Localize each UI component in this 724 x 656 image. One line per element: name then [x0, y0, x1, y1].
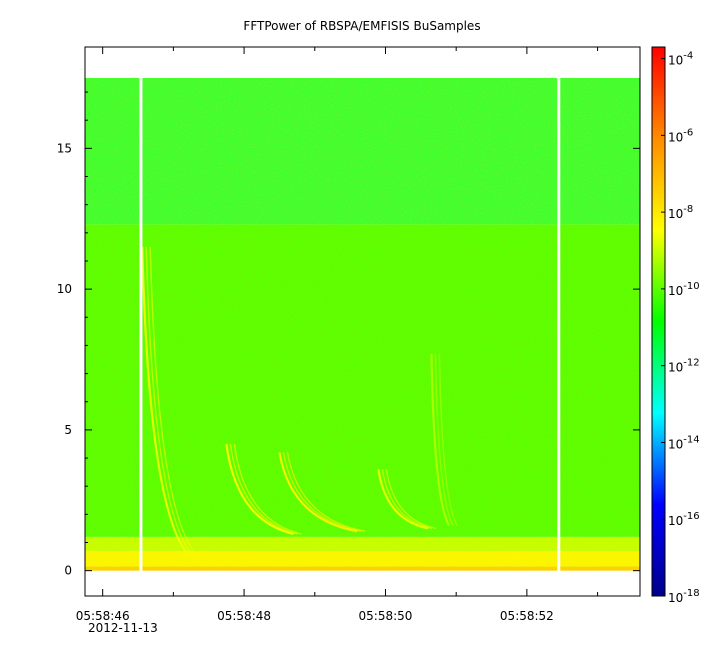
chorus-4-trace [381, 469, 433, 530]
plot-area [84, 46, 641, 597]
chorus-3-trace [278, 452, 358, 533]
chorus-1-trace [141, 246, 189, 555]
chorus-4-trace [377, 469, 429, 530]
colorbar-tick-label: 10-18 [668, 588, 700, 605]
colorbar-tick-label: 10-16 [668, 511, 700, 528]
x-tick-label: 05:58:46 [76, 609, 130, 623]
colorbar-frame [651, 46, 666, 597]
band-low [85, 550, 640, 567]
colorbar-ticks: 10-18 10-16 10-14 10-12 10-10 10-8 10-6 10-4 [661, 51, 700, 605]
x-axis: 2012-11-13 05:58:46 05:58:48 05:58:50 05:58… [76, 47, 599, 635]
colorbar-tick-label: 10-8 [668, 204, 693, 221]
chorus-5-trace [438, 353, 458, 526]
x-tick-label: 05:58:52 [500, 609, 554, 623]
plot-frame [84, 46, 641, 597]
chorus-3-trace [282, 452, 362, 532]
band-high [85, 77, 640, 225]
x-tick-label: 05:58:50 [359, 609, 413, 623]
y-axis: 0 5 10 15 [57, 91, 640, 578]
data-gap-2 [557, 76, 561, 572]
chart-title: FFTPower of RBSPA/EMFISIS BuSamples [243, 19, 480, 33]
x-tick-label: 05:58:48 [217, 609, 271, 623]
chorus-4-trace [385, 469, 437, 530]
band-lower-mid [85, 536, 640, 551]
chorus-3-trace [286, 452, 366, 532]
colorbar-tick-label: 10-4 [668, 51, 693, 68]
y-tick-label: 0 [64, 564, 72, 578]
chorus-5-trace [430, 353, 451, 527]
colorbar-tick-label: 10-14 [668, 434, 700, 451]
y-tick-label: 10 [57, 282, 72, 296]
y-tick-label: 15 [57, 141, 72, 155]
chorus-2-trace [225, 443, 294, 536]
band-mid [85, 224, 640, 537]
band-base [85, 566, 640, 571]
colorbar-tick-label: 10-12 [668, 358, 700, 375]
chorus-5-trace [434, 353, 454, 526]
colorbar-tick-label: 10-6 [668, 127, 693, 144]
spectrogram-bands [85, 77, 640, 571]
chorus-2-trace [229, 443, 298, 535]
spectrogram-features [141, 246, 458, 555]
y-tick-label: 5 [64, 423, 72, 437]
chorus-1-trace [149, 246, 197, 555]
chorus-1-trace [145, 246, 193, 555]
colorbar-fill [652, 47, 665, 596]
chorus-2-trace [233, 443, 302, 535]
data-gaps [139, 76, 561, 572]
data-gap-1 [139, 76, 143, 572]
x-axis-date-label: 2012-11-13 [88, 621, 158, 635]
colorbar: 10-18 10-16 10-14 10-12 10-10 10-8 10-6 10-4 [651, 46, 700, 605]
colorbar-tick-label: 10-10 [668, 281, 700, 298]
